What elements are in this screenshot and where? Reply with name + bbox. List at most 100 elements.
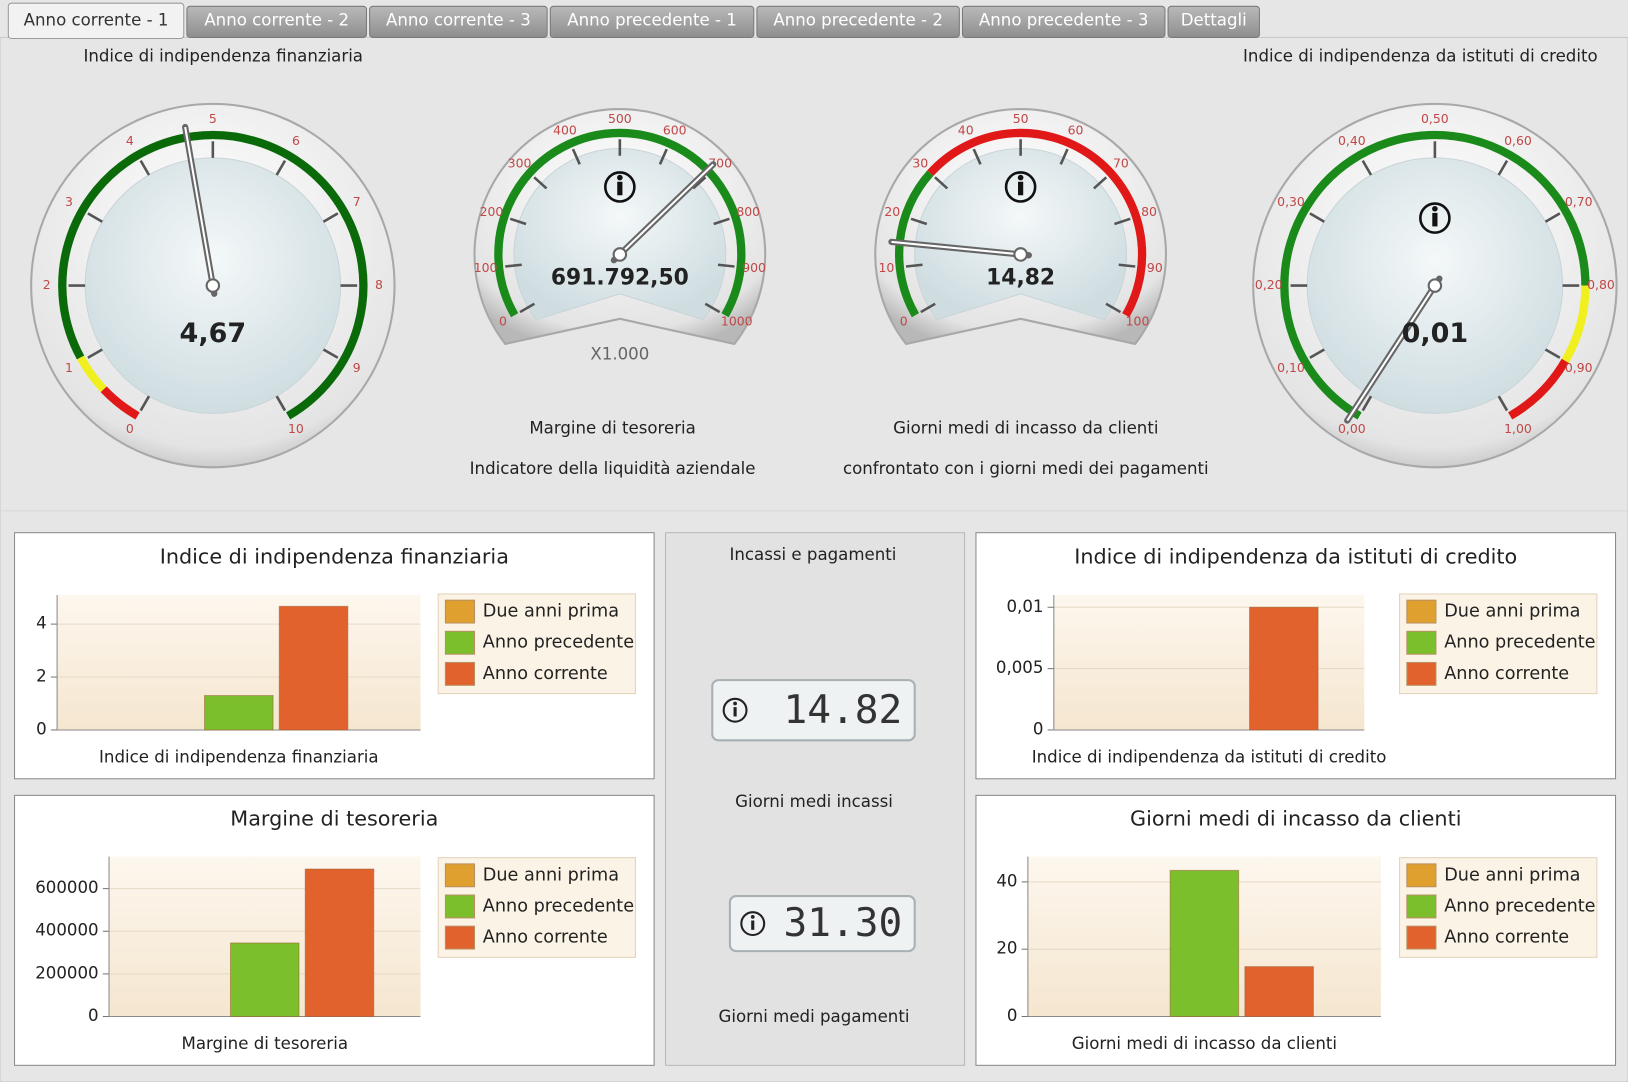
tab[interactable] (549, 5, 755, 38)
info-icon (751, 920, 755, 930)
gauge-tick-label: 5 (209, 111, 217, 126)
legend-label: Due anni prima (1444, 865, 1580, 885)
legend-swatch (1406, 661, 1437, 686)
legend-label: Due anni prima (483, 865, 619, 885)
info-icon (1432, 212, 1438, 227)
gauge-tick-label: 0 (900, 313, 908, 328)
gauge-tick-label: 3 (65, 194, 73, 209)
tab[interactable] (186, 5, 368, 38)
gauge-tick (275, 395, 287, 412)
x-tick-label: Indice di indipendenza da istituti di cr… (1032, 747, 1387, 766)
info-icon (617, 181, 623, 196)
y-tick-label: 0 (1007, 1006, 1018, 1025)
gauge-tick (519, 302, 536, 314)
gauge-tick (920, 302, 936, 314)
gauge-tick (87, 212, 103, 223)
gauge-tick (505, 263, 522, 268)
y-tick-label: 0,01 (1006, 597, 1043, 616)
x-tick-label: Indice di indipendenza finanziaria (99, 747, 379, 766)
gauge-tick-label: 0,60 (1504, 133, 1532, 148)
y-tick-label: 200000 (35, 963, 98, 982)
gauge-tick-label: 500 (608, 111, 632, 126)
info-icon (733, 701, 737, 706)
gauge-tick-label: 60 (1068, 123, 1084, 138)
bar (278, 605, 349, 731)
tab[interactable] (369, 5, 548, 38)
info-icon (1018, 181, 1024, 196)
gauge-tick (910, 217, 928, 226)
gauge-hub (612, 247, 628, 262)
tab[interactable] (7, 2, 185, 39)
gauge-tick-label: 50 (1013, 111, 1029, 126)
gauge-tick-label: 0 (499, 313, 507, 328)
tab-label[interactable]: Anno corrente - 1 (24, 10, 169, 29)
legend-swatch (1406, 630, 1437, 655)
gauge-band (58, 130, 368, 420)
gauge-hub (205, 278, 221, 293)
x-tick-label: Margine di tesoreria (181, 1034, 348, 1053)
tab-label[interactable]: Anno corrente - 3 (386, 10, 531, 29)
bar (1249, 606, 1319, 731)
digital-panel (665, 532, 966, 1066)
gauge-tick (1497, 395, 1509, 412)
gauge-hub (1013, 247, 1028, 262)
info-icon (1432, 205, 1438, 212)
tab-label[interactable]: Anno precedente - 1 (567, 10, 737, 29)
tab-label[interactable]: Anno precedente - 3 (979, 10, 1149, 29)
digital-value: 31.30 (784, 900, 903, 946)
gauge-band (100, 386, 140, 420)
bar (304, 868, 375, 1018)
legend-swatch (1406, 894, 1437, 919)
gauge-tick-label: 7 (353, 194, 361, 209)
chart-title: Giorni medi di incasso da clienti (1130, 806, 1461, 830)
gauge-tick-label: 800 (736, 204, 760, 219)
digital-title: Incassi e pagamenti (729, 545, 896, 564)
gauge-value: 14,82 (986, 265, 1055, 290)
legend-swatch (444, 599, 476, 624)
gauge-tick-label: 10 (878, 260, 894, 275)
y-tick-label: 0 (88, 1006, 99, 1025)
gauge-band (494, 128, 746, 318)
gauge-tick (1361, 395, 1373, 412)
gauge-tick (1093, 176, 1108, 190)
tab[interactable] (961, 5, 1166, 38)
gauge-tick-label: 0,80 (1587, 277, 1615, 292)
bar (1169, 869, 1240, 1018)
digital-value: 14.82 (784, 687, 903, 733)
gauge-unit: X1.000 (590, 345, 649, 364)
y-tick-label: 400000 (35, 921, 98, 940)
gauge-band (1280, 130, 1590, 420)
gauge-tick-label: 0,90 (1565, 360, 1593, 375)
legend-label: Anno corrente (1444, 664, 1569, 684)
legend-label: Anno precedente (483, 896, 634, 916)
info-icon (1419, 202, 1451, 234)
digital-display (728, 895, 916, 953)
gauge-tick (1105, 302, 1122, 314)
tab-label[interactable]: Anno corrente - 2 (204, 10, 349, 29)
gauge-tick (1309, 212, 1325, 223)
tab[interactable] (756, 5, 960, 38)
legend-swatch (444, 925, 476, 950)
gauge-tick (972, 148, 982, 165)
gauge-tick (509, 217, 527, 226)
gauge-tick-label: 0,20 (1255, 277, 1283, 292)
y-tick-label: 0 (1033, 719, 1044, 738)
gauge-tick-label: 6 (292, 133, 300, 148)
gauge-needle-inner (891, 240, 1021, 256)
chart-title: Margine di tesoreria (230, 806, 438, 830)
gauge-tick-label: 200 (480, 204, 504, 219)
tab-label[interactable]: Anno precedente - 2 (773, 10, 943, 29)
gauge-tick-label: 80 (1141, 204, 1157, 219)
gauge-tick-label: 0,70 (1565, 194, 1593, 209)
gauge-tick (692, 176, 707, 190)
x-tick-label: Giorni medi di incasso da clienti (1072, 1034, 1337, 1053)
y-tick-label: 0 (36, 719, 47, 738)
gauge-needle-inner (184, 126, 214, 286)
tab-label[interactable]: Dettagli (1181, 10, 1247, 29)
y-tick-label: 0,005 (996, 658, 1044, 677)
gauge-tick-label: 0,10 (1277, 360, 1305, 375)
gauge-tick (1361, 159, 1373, 176)
gauge-tick (1544, 212, 1561, 223)
tab[interactable] (1167, 5, 1260, 38)
